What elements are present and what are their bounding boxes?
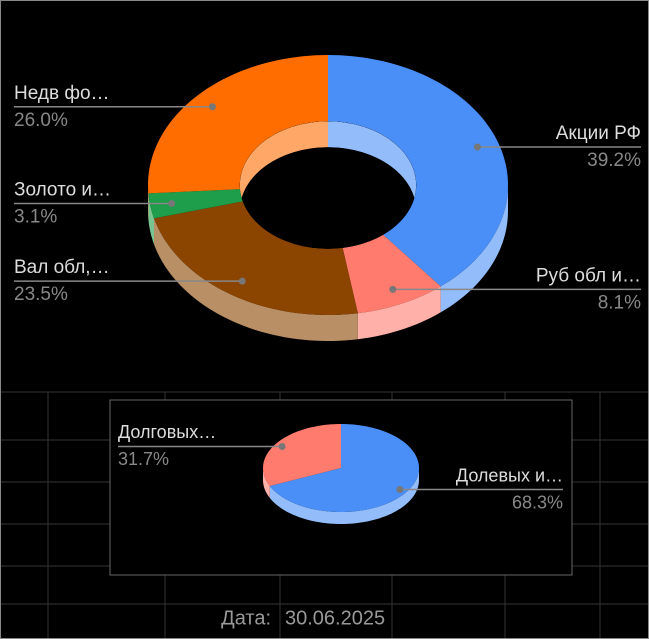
- slice: [154, 201, 358, 315]
- slice-side: [263, 468, 270, 498]
- slice-side: [269, 468, 419, 524]
- leader-dot: [278, 442, 286, 450]
- value-label: 31.7%: [118, 449, 169, 469]
- leader-dot: [208, 103, 216, 111]
- legend-label: Руб обл и…: [536, 265, 641, 286]
- value-label: 26.0%: [14, 110, 68, 131]
- legend-label: Долевых и…: [456, 465, 563, 485]
- date-value: 30.06.2025: [285, 607, 385, 629]
- slice: [148, 189, 243, 219]
- leader-dot: [396, 486, 404, 494]
- pie-chart: Долевых и… 68.3% Долговых… 31.7%: [118, 422, 563, 524]
- hole-wall: [328, 121, 417, 211]
- slice: [148, 55, 328, 194]
- slice-side: [148, 193, 155, 245]
- slice-side: [440, 185, 508, 313]
- legend-label: Долговых…: [118, 422, 216, 442]
- slice: [263, 424, 341, 486]
- slice: [342, 234, 441, 314]
- leader-dot: [168, 199, 176, 207]
- legend-label: Золото и…: [14, 179, 111, 200]
- value-label: 68.3%: [512, 492, 563, 512]
- date-label: Дата:: [221, 607, 271, 629]
- pie-chart: Акции РФ 39.2% Руб обл и… 8.1% Вал обл,… 23.5…: [14, 55, 641, 341]
- leader-dot: [473, 143, 481, 151]
- slice-side: [357, 286, 441, 340]
- hole-wall: [239, 121, 328, 211]
- value-label: 8.1%: [598, 292, 641, 313]
- legend-label: Акции РФ: [556, 123, 641, 144]
- legend-label: Недв фо…: [14, 83, 110, 104]
- slice: [328, 55, 508, 287]
- value-label: 3.1%: [14, 206, 57, 227]
- value-label: 39.2%: [587, 150, 641, 171]
- leader-dot: [389, 285, 397, 293]
- value-label: 23.5%: [14, 284, 68, 305]
- slice: [269, 424, 419, 512]
- legend-label: Вал обл,…: [14, 257, 110, 278]
- slice-side: [154, 218, 358, 341]
- leader-dot: [238, 277, 246, 285]
